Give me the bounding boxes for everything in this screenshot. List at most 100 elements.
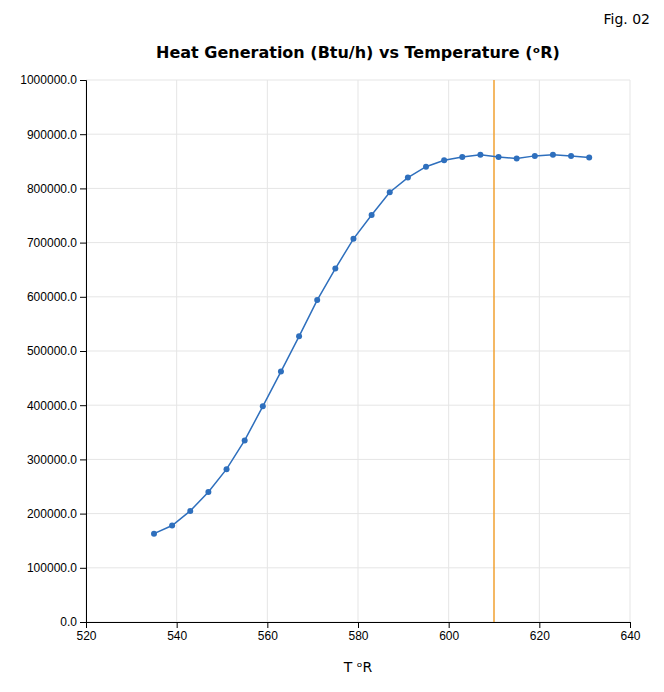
y-axis: 0.0 100000.0 200000.0 300000.0 400000.0 50000… [20, 73, 86, 629]
grid-line-y [86, 351, 630, 352]
marker [586, 155, 592, 161]
y-tick-label: 1000000.0 [20, 73, 77, 87]
y-tick: 900000.0 [27, 128, 86, 142]
grid-line-y [86, 459, 630, 460]
y-tick: 600000.0 [27, 290, 86, 304]
marker [423, 164, 429, 170]
y-tick-mark [80, 297, 86, 298]
y-tick: 1000000.0 [20, 73, 86, 87]
y-tick: 300000.0 [27, 453, 86, 467]
x-tick-mark [630, 622, 631, 628]
x-tick-label: 600 [439, 629, 459, 643]
y-tick-label: 800000.0 [27, 182, 77, 196]
grid-line-y [86, 80, 630, 81]
y-tick-label: 600000.0 [27, 290, 77, 304]
marker [350, 236, 356, 242]
x-tick-label: 640 [620, 629, 640, 643]
x-tick-label: 520 [76, 629, 96, 643]
marker [169, 523, 175, 529]
plot: 520 540 560 580 600 620 640 0.0 100000.0 200000.0… [20, 73, 641, 642]
marker [405, 175, 411, 181]
y-tick-label: 400000.0 [27, 399, 77, 413]
y-tick-mark [80, 459, 86, 460]
x-tick-label: 560 [258, 629, 278, 643]
marker [242, 437, 248, 443]
x-tick: 640 [620, 622, 640, 643]
x-tick-mark [267, 622, 268, 628]
y-tick-mark [80, 514, 86, 515]
marker [532, 153, 538, 159]
grid-line-y [86, 134, 630, 135]
y-tick-label: 200000.0 [27, 507, 77, 521]
y-tick: 500000.0 [27, 344, 86, 358]
marker [496, 154, 502, 160]
vertical-line [493, 80, 495, 622]
marker [568, 153, 574, 159]
x-tick-label: 580 [348, 629, 368, 643]
marker [369, 212, 375, 218]
x-axis-line [87, 623, 631, 629]
x-tick-label: 620 [530, 629, 550, 643]
marker [459, 154, 465, 160]
y-tick-mark [80, 351, 86, 352]
grid-line-y [86, 242, 630, 243]
y-tick: 0.0 [60, 615, 86, 629]
y-tick-mark [80, 622, 86, 623]
y-tick-label: 500000.0 [27, 344, 77, 358]
y-tick-label: 900000.0 [27, 128, 77, 142]
grid-line-y [86, 405, 630, 406]
y-axis-line [80, 81, 87, 623]
y-tick-mark [80, 134, 86, 135]
title: Heat Generation (Btu/h) vs Temperature (… [156, 43, 560, 62]
marker [387, 189, 393, 195]
y-tick-mark [80, 568, 86, 569]
y-tick-mark [80, 80, 86, 81]
y-tick-label: 0.0 [60, 615, 77, 629]
x-tick: 560 [258, 622, 278, 643]
marker [550, 152, 556, 158]
x-tick-mark [177, 622, 178, 628]
marker [296, 333, 302, 339]
marker [514, 156, 520, 162]
x-tick: 580 [348, 622, 368, 643]
x-tick: 520 [76, 622, 96, 643]
x-tick: 600 [439, 622, 459, 643]
grid-line-y [86, 567, 630, 568]
marker [187, 508, 193, 514]
marker [477, 152, 483, 158]
y-tick: 200000.0 [27, 507, 86, 521]
chart: 520 540 560 580 600 620 640 0.0 100000.0 200000.0… [0, 0, 664, 692]
marker [205, 489, 211, 495]
line [154, 155, 589, 534]
y-tick: 400000.0 [27, 399, 86, 413]
marker [224, 466, 230, 472]
y-tick: 700000.0 [27, 236, 86, 250]
y-tick-mark [80, 243, 86, 244]
grid-line-y [86, 188, 630, 189]
x-tick-mark [539, 622, 540, 628]
grid-line-y [86, 296, 630, 297]
marker [260, 403, 266, 409]
x-axis: 520 540 560 580 600 620 640 [76, 622, 640, 643]
x-tick-label: 540 [167, 629, 187, 643]
x-tick-mark [358, 622, 359, 628]
y-tick-label: 700000.0 [27, 236, 77, 250]
x-tick-mark [449, 622, 450, 628]
y-tick-label: 300000.0 [27, 453, 77, 467]
y-tick-label: 100000.0 [27, 561, 77, 575]
x-tick: 540 [167, 622, 187, 643]
marker [278, 369, 284, 375]
annotation: Fig. 02 [603, 11, 650, 27]
y-tick: 800000.0 [27, 182, 86, 196]
marker [314, 297, 320, 303]
y-tick: 100000.0 [27, 561, 86, 575]
y-tick-mark [80, 405, 86, 406]
grid-line-y [86, 513, 630, 514]
marker [151, 531, 157, 537]
grid [86, 80, 630, 622]
x-axis-title: T ᵒR [343, 659, 373, 675]
x-tick: 620 [530, 622, 550, 643]
y-tick-mark [80, 188, 86, 189]
data [151, 80, 592, 622]
marker [441, 157, 447, 163]
